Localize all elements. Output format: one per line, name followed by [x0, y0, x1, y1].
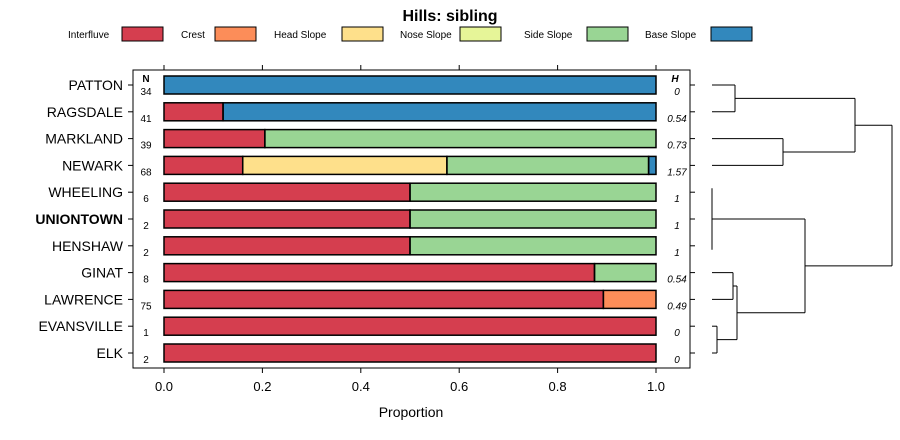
- category-label-ragsdale: RAGSDALE: [47, 104, 123, 120]
- bar-outline-lawrence-crest: [602, 289, 657, 310]
- bar-ginat-side-slope: [594, 263, 656, 282]
- category-label-ginat: GINAT: [81, 265, 123, 281]
- bar-lawrence-interfluve: [164, 290, 604, 309]
- legend-swatch-head-slope: [341, 26, 384, 42]
- h-value-henshaw: 1: [674, 248, 680, 259]
- legend-swatch-crest: [214, 26, 257, 42]
- category-label-evansville: EVANSVILLE: [38, 318, 123, 334]
- n-value-elk: 2: [143, 355, 149, 366]
- bar-ragsdale-base-slope: [223, 102, 657, 121]
- h-header: H: [671, 74, 679, 85]
- bar-newark-interfluve: [164, 156, 243, 175]
- n-value-uniontown: 2: [143, 221, 149, 232]
- legend-swatch-nose-slope: [459, 26, 502, 42]
- h-value-wheeling: 1: [674, 194, 680, 205]
- bar-outline-henshaw-side-slope: [409, 236, 657, 256]
- bar-lawrence-crest: [603, 290, 656, 309]
- h-value-ragsdale: 0.54: [667, 114, 687, 125]
- legend: Interfluve Crest Head Slope Nose Slope Side …: [68, 26, 753, 42]
- bar-outline-elk-interfluve: [163, 343, 657, 363]
- legend-label-interfluve: Interfluve: [68, 30, 110, 41]
- bar-markland-side-slope: [264, 129, 656, 148]
- bar-newark-head-slope: [242, 156, 447, 175]
- category-label-wheeling: WHEELING: [48, 184, 123, 200]
- bar-outline-uniontown-side-slope: [409, 209, 657, 229]
- bar-outline-markland-side-slope: [264, 128, 657, 149]
- x-tick-label: 1.0: [647, 379, 665, 394]
- category-label-uniontown: UNIONTOWN: [35, 211, 123, 227]
- legend-label-crest: Crest: [181, 30, 205, 41]
- bar-patton-base-slope: [164, 76, 656, 94]
- legend-swatch-side-slope: [586, 26, 629, 42]
- bar-outline-evansville-interfluve: [163, 316, 657, 336]
- n-value-ginat: 8: [143, 275, 149, 286]
- legend-swatch-base-slope: [710, 26, 753, 42]
- bar-uniontown-interfluve: [164, 210, 410, 228]
- h-value-lawrence: 0.49: [667, 301, 687, 312]
- h-value-elk: 0: [674, 355, 680, 366]
- dendrogram: [711, 84, 893, 354]
- n-value-henshaw: 2: [143, 248, 149, 259]
- bar-outline-patton-base-slope: [163, 75, 657, 95]
- category-label-lawrence: LAWRENCE: [44, 291, 123, 307]
- x-axis-label: Proportion: [379, 404, 444, 420]
- bar-uniontown-side-slope: [410, 210, 656, 228]
- x-tick-label: 0.0: [155, 379, 173, 394]
- x-axis: 0.0 0.2 0.4 0.6 0.8 1.0: [128, 65, 695, 394]
- bar-outline-ragsdale-base-slope: [222, 102, 657, 122]
- n-value-markland: 39: [140, 141, 152, 152]
- legend-label-head-slope: Head Slope: [274, 30, 327, 41]
- bar-evansville-interfluve: [164, 317, 656, 336]
- category-label-patton: PATTON: [69, 77, 123, 93]
- chart-title: Hills: sibling: [402, 8, 497, 25]
- n-value-lawrence: 75: [140, 301, 152, 312]
- category-label-henshaw: HENSHAW: [52, 238, 124, 254]
- n-value-ragsdale: 41: [140, 114, 152, 125]
- bar-markland-interfluve: [164, 129, 265, 148]
- bars: [163, 75, 657, 363]
- n-header: N: [142, 74, 149, 85]
- bar-henshaw-interfluve: [164, 236, 410, 255]
- bar-outline-ginat-side-slope: [593, 262, 657, 283]
- h-value-uniontown: 1: [674, 221, 680, 232]
- legend-swatch-interfluve: [121, 26, 164, 42]
- category-labels: PATTON 34 0 RAGSDALE 41 0.54 MARKLAND 39 0.73 NEW…: [35, 77, 687, 366]
- legend-label-side-slope: Side Slope: [524, 30, 573, 41]
- bar-outline-newark-base-slope: [647, 155, 657, 176]
- bar-newark-base-slope: [648, 156, 656, 175]
- bar-ragsdale-interfluve: [164, 102, 224, 121]
- x-tick-label: 0.6: [450, 379, 468, 394]
- bar-newark-side-slope: [446, 156, 649, 175]
- h-value-patton: 0: [674, 87, 680, 98]
- category-label-markland: MARKLAND: [45, 131, 123, 147]
- category-label-elk: ELK: [97, 345, 124, 361]
- bar-wheeling-side-slope: [410, 183, 656, 202]
- bar-elk-interfluve: [164, 344, 656, 362]
- legend-label-nose-slope: Nose Slope: [400, 30, 452, 41]
- bar-ginat-interfluve: [164, 263, 595, 282]
- x-tick-label: 0.8: [549, 379, 567, 394]
- n-value-evansville: 1: [143, 328, 149, 339]
- category-label-newark: NEWARK: [62, 157, 124, 173]
- bar-wheeling-interfluve: [164, 183, 410, 202]
- n-value-newark: 68: [140, 167, 152, 178]
- n-value-wheeling: 6: [143, 194, 149, 205]
- bar-henshaw-side-slope: [410, 236, 656, 255]
- x-tick-label: 0.4: [352, 379, 370, 394]
- h-value-ginat: 0.54: [667, 275, 687, 286]
- h-value-newark: 1.57: [667, 167, 687, 178]
- x-tick-label: 0.2: [253, 379, 271, 394]
- legend-label-base-slope: Base Slope: [645, 30, 697, 41]
- h-value-evansville: 0: [674, 328, 680, 339]
- bar-outline-wheeling-side-slope: [409, 182, 657, 202]
- h-value-markland: 0.73: [667, 141, 687, 152]
- n-value-patton: 34: [140, 87, 152, 98]
